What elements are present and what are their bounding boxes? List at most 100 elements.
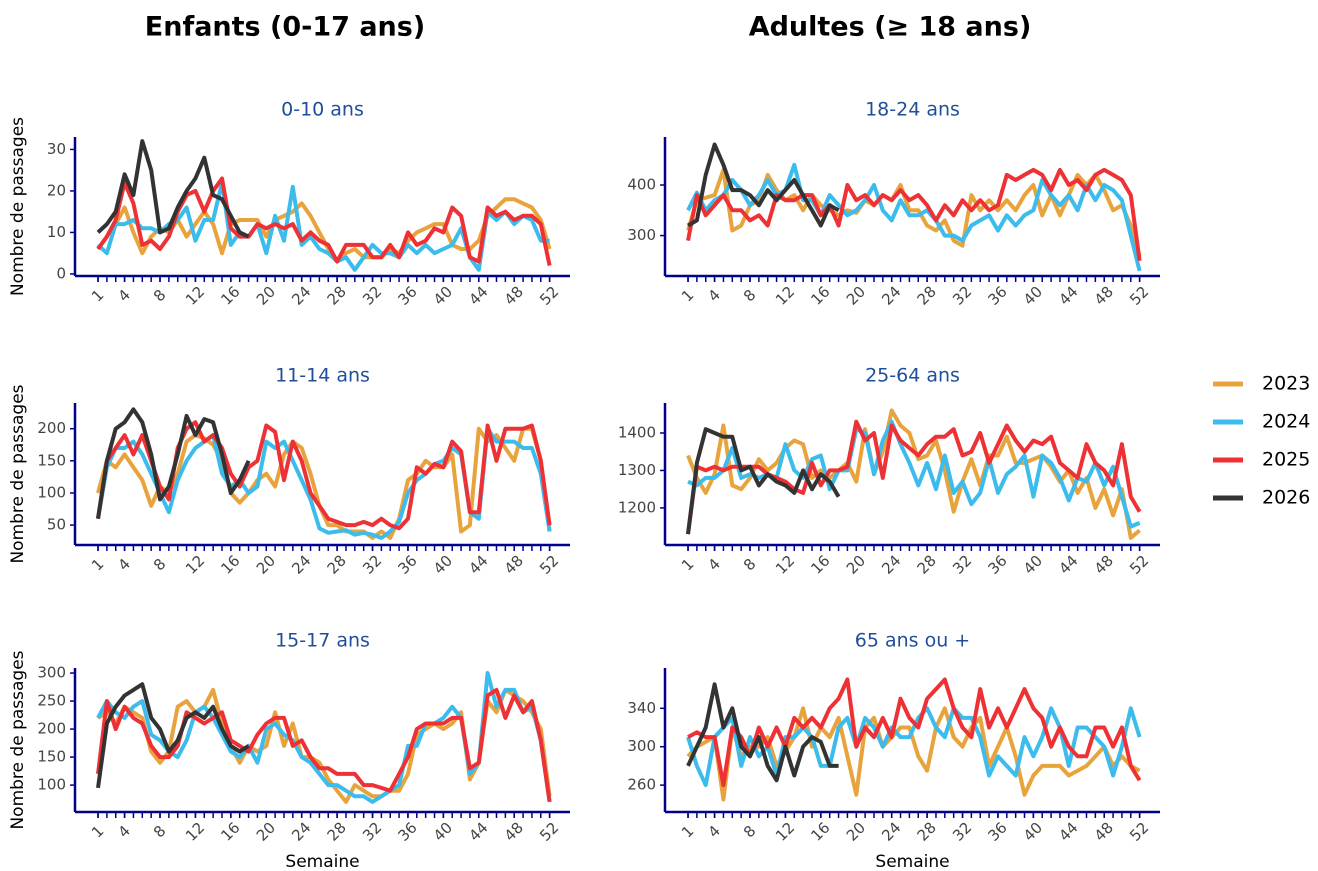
x-tick-label: 1 [678,286,697,305]
x-tick-label: 12 [182,283,208,309]
x-tick-label: 28 [914,552,940,578]
y-tick-label: 150 [37,451,66,469]
x-tick-label: 4 [704,555,723,574]
x-tick-label: 16 [217,819,243,845]
x-tick-label: 32 [949,819,975,845]
x-tick-label: 4 [114,822,133,841]
x-tick-label: 8 [150,286,169,305]
x-tick-label: 16 [217,283,243,309]
y-tick-label: 340 [627,699,656,717]
x-tick-label: 36 [984,819,1010,845]
x-tick-label: 8 [150,555,169,574]
panel-title: 15-17 ans [275,630,370,652]
x-tick-label: 8 [740,555,759,574]
y-tick-label: 400 [627,176,656,194]
x-tick-label: 32 [359,283,385,309]
y-axis-title: Nombre de passages [8,650,28,829]
series-line: 2025 [686,419,1142,535]
series-line: 2026 [686,427,841,535]
x-tick-label: 4 [704,286,723,305]
x-tick-label: 52 [536,283,562,309]
x-tick-label: 12 [772,819,798,845]
x-tick-label: 48 [1091,283,1117,309]
x-tick-label: 40 [1020,283,1046,309]
x-tick-label: 44 [465,552,491,578]
x-tick-label: 24 [878,552,904,578]
x-tick-label: 36 [394,283,420,309]
series-line: 2023 [686,408,1141,540]
y-tick-label: 30 [47,140,66,158]
series-line: 2025 [96,420,552,531]
x-tick-label: 4 [704,822,723,841]
x-tick-label: 16 [807,819,833,845]
x-tick-label: 20 [253,552,279,578]
series-line: 2025 [687,677,1142,788]
y-tick-label: 50 [47,516,66,534]
series-line: 2026 [686,682,839,783]
x-tick-label: 24 [288,283,314,309]
y-tick-label: 300 [37,664,66,682]
x-tick-label: 40 [1020,819,1046,845]
legend-label: 2023 [1262,373,1310,395]
series-line: 2025 [96,687,552,803]
x-axis-title: Semaine [875,852,949,871]
x-tick-label: 36 [394,819,420,845]
x-tick-label: 16 [217,552,243,578]
x-tick-label: 28 [914,283,940,309]
column-title: Adultes (≥ 18 ans) [749,12,1032,43]
y-axis-title: Nombre de passages [8,117,28,296]
panel-title: 25-64 ans [865,365,960,387]
x-tick-label: 28 [324,552,350,578]
x-tick-label: 44 [465,819,491,845]
y-tick-label: 200 [37,419,66,437]
x-tick-label: 24 [878,819,904,845]
x-tick-label: 1 [88,286,107,305]
y-tick-label: 10 [47,223,66,241]
x-tick-label: 20 [253,283,279,309]
column-title: Enfants (0-17 ans) [145,12,425,43]
x-tick-label: 44 [1055,552,1081,578]
x-tick-label: 8 [150,822,169,841]
x-tick-label: 24 [878,283,904,309]
x-tick-label: 48 [501,819,527,845]
y-tick-label: 150 [37,748,66,766]
x-tick-label: 36 [984,283,1010,309]
x-tick-label: 36 [984,552,1010,578]
y-tick-label: 200 [37,720,66,738]
x-tick-label: 1 [678,822,697,841]
x-tick-label: 1 [678,555,697,574]
y-tick-label: 300 [627,737,656,755]
y-tick-label: 100 [37,483,66,501]
x-tick-label: 40 [430,819,456,845]
x-tick-label: 12 [772,283,798,309]
x-tick-label: 4 [114,286,133,305]
x-tick-label: 52 [1126,283,1152,309]
x-tick-label: 12 [182,552,208,578]
x-tick-label: 48 [1091,552,1117,578]
x-tick-label: 48 [501,283,527,309]
x-tick-label: 4 [114,555,133,574]
x-tick-label: 52 [536,552,562,578]
x-tick-label: 36 [394,552,420,578]
x-tick-label: 40 [1020,552,1046,578]
legend-label: 2025 [1262,449,1310,471]
x-tick-label: 40 [430,283,456,309]
x-tick-label: 20 [843,552,869,578]
series-line: 2025 [686,167,1142,262]
x-tick-label: 48 [1091,819,1117,845]
series-line: 2025 [96,176,552,267]
y-tick-label: 300 [627,226,656,244]
x-tick-label: 20 [843,819,869,845]
x-tick-label: 52 [1126,819,1152,845]
x-tick-label: 40 [430,552,456,578]
x-tick-label: 48 [501,552,527,578]
x-tick-label: 20 [843,283,869,309]
x-tick-label: 32 [359,552,385,578]
y-tick-label: 100 [37,776,66,794]
x-tick-label: 8 [740,286,759,305]
x-tick-label: 1 [88,822,107,841]
x-tick-label: 28 [914,819,940,845]
legend-label: 2026 [1262,487,1310,509]
y-tick-label: 20 [47,181,66,199]
y-tick-label: 1200 [618,498,656,516]
